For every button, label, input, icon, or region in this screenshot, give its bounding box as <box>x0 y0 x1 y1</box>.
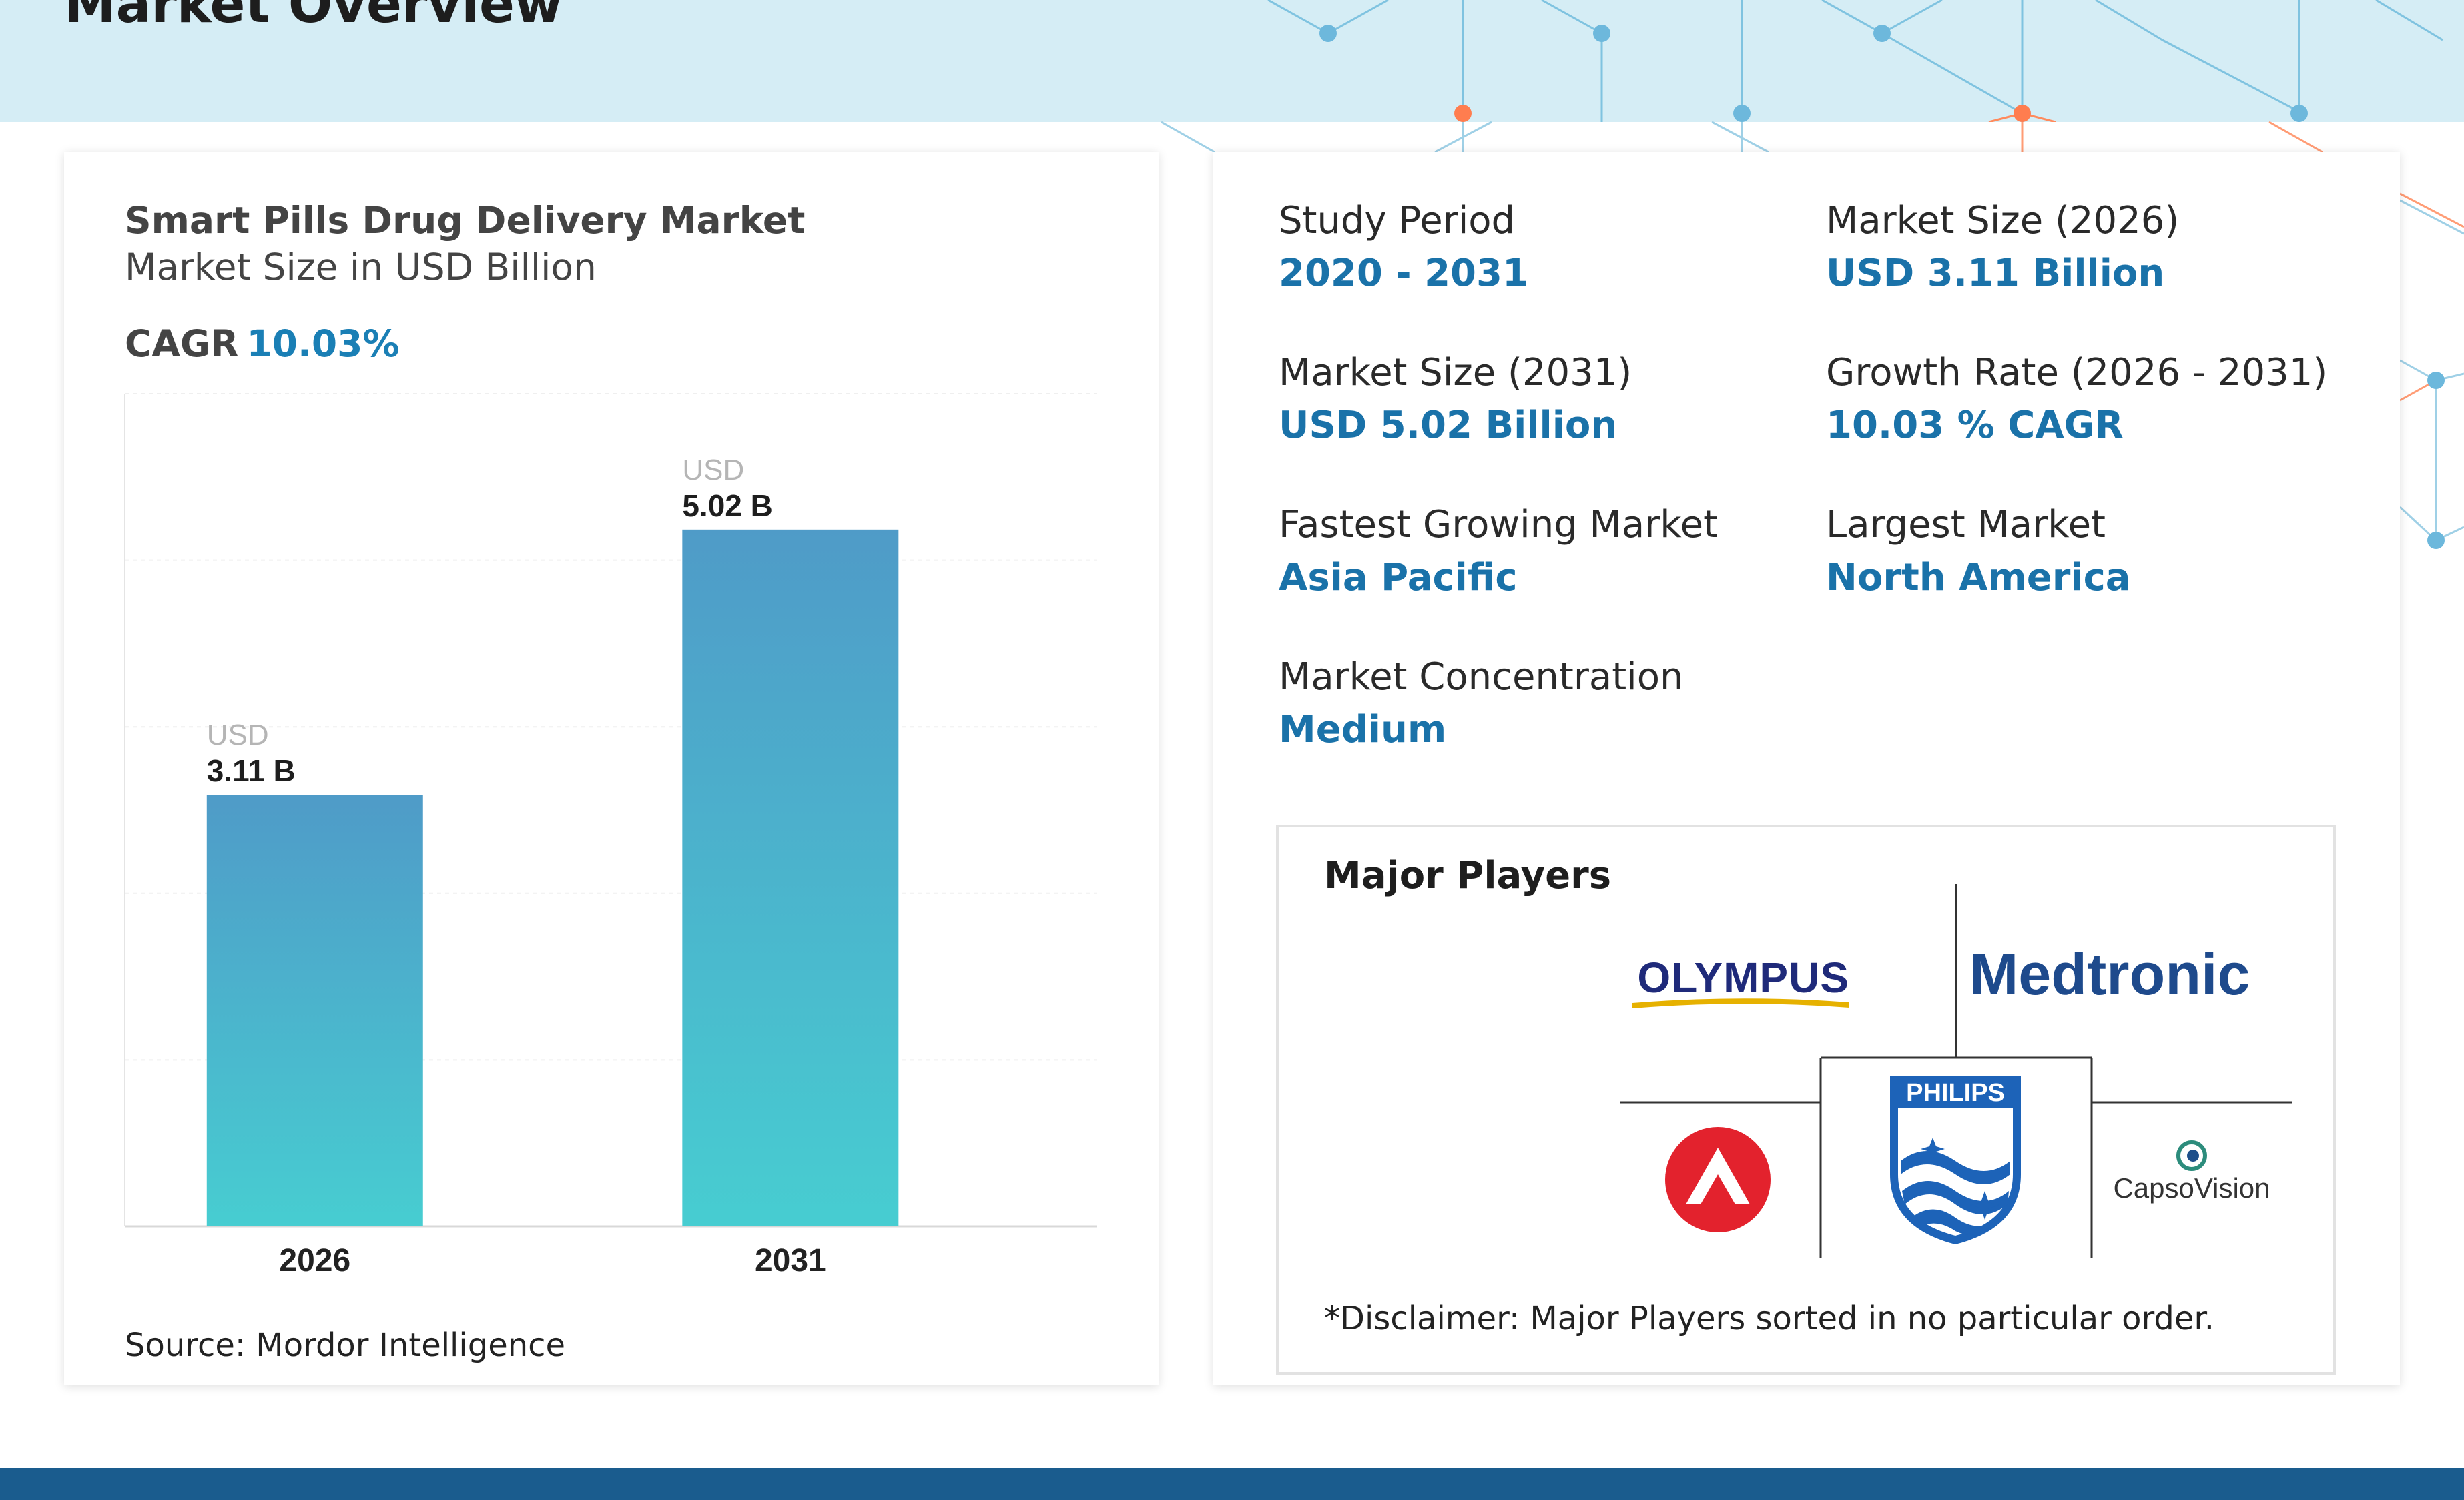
olympus-logo-text: OLYMPUS <box>1637 954 1849 1002</box>
stat-value: 10.03 % CAGR <box>1826 404 2124 447</box>
stat-value: North America <box>1826 556 2131 599</box>
bar-2026 <box>206 795 423 1226</box>
network-decoration <box>1267 0 2443 122</box>
bar-value-prefix: USD <box>682 454 744 486</box>
bar-value-label: 3.11 B <box>207 753 296 788</box>
player-logos: OLYMPUS Medtronic PHILIPS <box>1620 884 2292 1258</box>
footer-band <box>0 1468 2464 1500</box>
x-tick-label: 2031 <box>755 1243 826 1278</box>
players-disclaimer: *Disclaimer: Major Players sorted in no … <box>1324 1300 2214 1337</box>
stat-value: 2020 - 2031 <box>1279 252 1528 295</box>
major-players-title: Major Players <box>1324 854 1612 897</box>
header-band: Market Overview <box>0 0 2464 122</box>
chart-source: Source: Mordor Intelligence <box>125 1327 566 1364</box>
medtronic-logo: Medtronic <box>1969 941 2250 1007</box>
red-circle-logo <box>1665 1127 1771 1232</box>
stat-concentration: Market Concentration Medium <box>1279 655 1683 751</box>
stat-growth-rate: Growth Rate (2026 - 2031) 10.03 % CAGR <box>1826 351 2327 447</box>
major-players-box: Major Players OLYMPUS Medtronic <box>1276 825 2336 1375</box>
stat-size-2026: Market Size (2026) USD 3.11 Billion <box>1826 199 2179 295</box>
bar-2031 <box>682 529 899 1226</box>
cagr-value: 10.03% <box>246 322 400 365</box>
capsovision-logo-text: CapsoVision <box>2113 1172 2270 1204</box>
chart-title: Smart Pills Drug Delivery Market <box>125 199 806 242</box>
bar-value-prefix: USD <box>207 719 269 751</box>
x-tick-label: 2026 <box>279 1243 350 1278</box>
capsovision-logo: CapsoVision <box>2113 1140 2270 1204</box>
stat-label: Market Size (2026) <box>1826 199 2180 242</box>
chart-subtitle: Market Size in USD Billion <box>125 246 597 288</box>
stats-card: Study Period 2020 - 2031 Market Size (20… <box>1213 152 2400 1385</box>
chart-card: Smart Pills Drug Delivery Market Market … <box>64 152 1159 1385</box>
stat-fastest-growing: Fastest Growing Market Asia Pacific <box>1279 503 1718 599</box>
stat-label: Study Period <box>1279 199 1516 242</box>
stat-study-period: Study Period 2020 - 2031 <box>1279 199 1528 295</box>
cagr: CAGR 10.03% <box>125 322 400 365</box>
stat-label: Growth Rate (2026 - 2031) <box>1826 351 2328 394</box>
stat-largest-market: Largest Market North America <box>1826 503 2131 599</box>
stat-value: Asia Pacific <box>1279 556 1518 599</box>
stat-label: Market Size (2031) <box>1279 351 1632 394</box>
philips-shield-logo: PHILIPS <box>1890 1076 2021 1244</box>
stat-label: Largest Market <box>1826 503 2106 546</box>
stat-label: Market Concentration <box>1279 655 1684 699</box>
olympus-logo: OLYMPUS <box>1632 954 1849 1008</box>
stat-value: USD 5.02 Billion <box>1279 404 1618 447</box>
bar-value-label: 5.02 B <box>682 488 773 523</box>
stat-size-2031: Market Size (2031) USD 5.02 Billion <box>1279 351 1632 447</box>
cagr-label: CAGR <box>125 322 239 365</box>
stat-value: Medium <box>1279 708 1447 751</box>
stat-value: USD 3.11 Billion <box>1826 252 2165 295</box>
philips-logo-text: PHILIPS <box>1906 1079 2005 1107</box>
page-title: Market Overview <box>64 0 563 35</box>
stat-label: Fastest Growing Market <box>1279 503 1719 546</box>
